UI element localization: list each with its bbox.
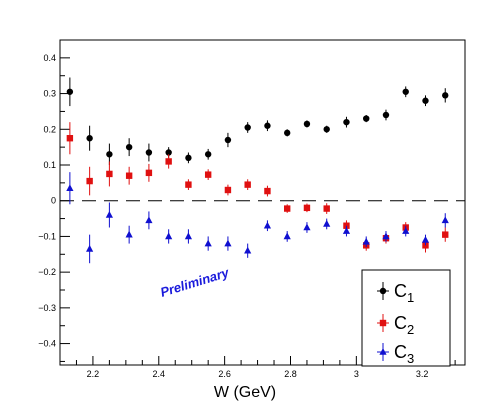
- c3-data-point: [125, 230, 133, 238]
- legend-label-name: C: [394, 342, 407, 362]
- c3-data-point: [244, 246, 252, 254]
- y-tick-label: 0.2: [43, 124, 56, 134]
- c3-data-point: [165, 232, 173, 240]
- c1-data-point: [402, 88, 409, 95]
- legend-label-name: C: [394, 281, 407, 301]
- c2-data-point: [66, 135, 74, 142]
- legend-box: [361, 269, 451, 367]
- c2-data-point: [244, 181, 251, 188]
- c1-data-point: [86, 135, 93, 142]
- c2-data-point: [125, 172, 133, 179]
- c1-data-point: [145, 149, 153, 156]
- legend-marker: [379, 287, 387, 295]
- c1-data-point: [382, 111, 390, 119]
- c3-data-point: [105, 211, 113, 218]
- c3-data-point: [303, 223, 311, 231]
- c2-data-point: [264, 187, 271, 195]
- c3-data-point: [283, 232, 291, 240]
- c2-data-point: [323, 205, 330, 212]
- y-tick-label: −0.4: [38, 339, 56, 349]
- c3-data-point: [86, 244, 94, 252]
- preliminary-annotation: Preliminary: [158, 265, 231, 300]
- c1-data-point: [323, 126, 330, 133]
- c3-data-point: [145, 216, 153, 224]
- x-tick-label: 2.4: [153, 369, 166, 379]
- legend-label-name: C: [394, 313, 407, 333]
- c2-data-point: [224, 186, 232, 194]
- y-tick-label: 0.1: [43, 160, 56, 170]
- c3-data-point: [421, 236, 430, 243]
- c1-data-point: [165, 149, 172, 156]
- c3-data-point: [362, 237, 370, 245]
- x-tick-label: 2.2: [87, 369, 100, 379]
- x-tick-label: 3: [354, 369, 359, 379]
- legend-label: C3: [394, 342, 414, 366]
- y-tick-label: 0.4: [43, 53, 56, 63]
- c3-data-point: [263, 221, 272, 229]
- y-tick-label: −0.3: [38, 303, 56, 313]
- c1-data-point: [224, 136, 232, 144]
- c3-data-point: [204, 239, 212, 247]
- c2-data-point: [185, 181, 192, 188]
- c2-data-point: [165, 158, 172, 165]
- c1-data-point: [303, 120, 311, 128]
- series-c2: [66, 122, 449, 253]
- c1-data-point: [66, 88, 74, 95]
- c2-data-point: [106, 170, 113, 178]
- y-tick-label: 0: [51, 196, 56, 206]
- c1-data-point: [343, 118, 350, 126]
- y-tick-label: 0.3: [43, 89, 56, 99]
- legend-label-subscript: 2: [407, 322, 414, 337]
- y-tick-label: −0.2: [38, 267, 56, 277]
- c3-data-point: [323, 219, 331, 227]
- c1-data-point: [106, 151, 113, 158]
- legend-marker: [379, 348, 387, 355]
- c3-data-point: [382, 232, 390, 240]
- c3-data-point: [441, 216, 449, 224]
- x-tick-label: 3.2: [416, 369, 429, 379]
- legend-label: C1: [394, 281, 414, 305]
- c2-data-point: [145, 169, 153, 177]
- x-tick-label: 2.6: [218, 369, 231, 379]
- c2-data-point: [204, 171, 212, 178]
- c2-data-point: [86, 177, 93, 185]
- legend-label: C2: [394, 313, 414, 337]
- series-c3: [66, 172, 449, 264]
- c1-data-point: [125, 143, 133, 151]
- c2-data-point: [303, 204, 311, 212]
- c1-data-point: [204, 151, 212, 158]
- c3-data-point: [184, 232, 193, 240]
- x-tick-label: 2.8: [284, 369, 297, 379]
- c1-data-point: [185, 154, 192, 162]
- c1-data-point: [363, 115, 370, 122]
- x-axis-label: W (GeV): [214, 384, 276, 401]
- c1-data-point: [422, 97, 429, 104]
- c3-data-point: [224, 239, 232, 247]
- c1-data-point: [283, 129, 291, 137]
- c1-data-point: [264, 122, 271, 129]
- legend-label-subscript: 3: [407, 351, 414, 366]
- plot-frame: [59, 39, 466, 366]
- y-tick-label: −0.1: [38, 231, 56, 241]
- series-c1: [66, 77, 449, 165]
- c2-data-point: [283, 205, 291, 212]
- c2-data-point: [442, 231, 449, 238]
- c3-data-point: [342, 227, 351, 234]
- c3-data-point: [66, 184, 74, 192]
- c1-data-point: [442, 92, 449, 99]
- legend-label-subscript: 1: [407, 290, 414, 305]
- c3-data-point: [402, 227, 410, 234]
- legend-marker: [379, 319, 387, 327]
- c1-data-point: [244, 124, 251, 131]
